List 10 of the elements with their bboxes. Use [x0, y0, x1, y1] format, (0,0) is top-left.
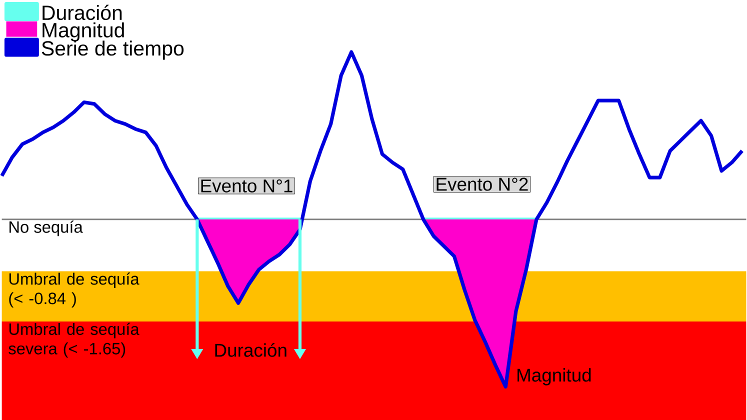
- band-label: Umbral de sequía severa (< -1.65): [8, 322, 140, 358]
- legend-label: Serie de tiempo: [42, 40, 184, 60]
- legend-label: Magnitud: [42, 22, 124, 42]
- annotation: Evento N°2: [436, 178, 528, 191]
- band-label: Umbral de sequía (< -0.84 ): [9, 272, 140, 308]
- legend-label: Duración: [42, 4, 122, 20]
- annotation: Evento N°1: [201, 179, 292, 192]
- annotation: Duración: [215, 342, 286, 357]
- annotation: Magnitud: [518, 368, 591, 386]
- ref-line-label: No sequía: [10, 220, 83, 236]
